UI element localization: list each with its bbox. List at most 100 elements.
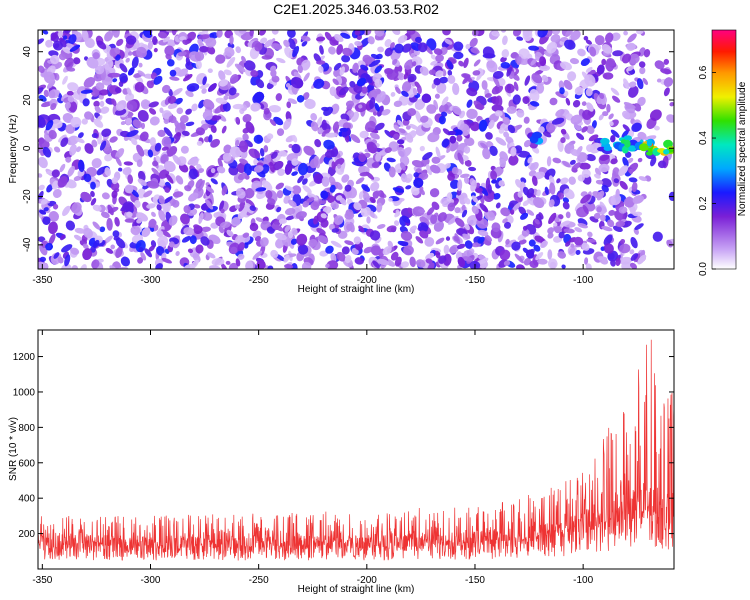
heatmap-cell [364, 120, 376, 133]
heatmap-cell [84, 111, 93, 120]
heatmap-cell [284, 208, 296, 216]
heatmap-cell [461, 204, 466, 211]
heatmap-cell [528, 239, 536, 247]
heatmap-cell [271, 224, 280, 231]
heatmap-cell [380, 192, 385, 199]
heatmap-cell [162, 36, 170, 43]
snr-frame [37, 329, 675, 570]
heatmap-cell [471, 205, 479, 215]
heatmap-cell [91, 158, 102, 169]
heatmap-cell [138, 62, 143, 68]
heatmap-cell [114, 87, 122, 94]
heatmap-cell [242, 232, 250, 238]
heatmap-cell [506, 66, 513, 77]
heatmap-cell [263, 154, 272, 165]
heatmap-cell [454, 207, 461, 214]
heatmap-cell [401, 90, 409, 97]
heatmap-cell [619, 243, 631, 254]
heatmap-cell [136, 144, 145, 157]
heatmap-cell [194, 51, 205, 62]
heatmap-cell [350, 134, 361, 144]
heatmap-cell [581, 169, 591, 178]
heatmap-cell [505, 239, 517, 248]
x-tick-label: -300 [140, 275, 160, 286]
heatmap-cell [287, 199, 297, 208]
heatmap-cell [463, 176, 470, 184]
heatmap-cell [563, 228, 575, 234]
heatmap-cell [599, 92, 605, 99]
y-tick-label: -40 [22, 237, 33, 252]
heatmap-cell [368, 59, 381, 68]
heatmap-cell [447, 173, 455, 181]
heatmap-cell [411, 61, 417, 67]
heatmap-cell [38, 156, 48, 169]
heatmap-cell [38, 173, 43, 178]
heatmap-cell [435, 70, 444, 78]
heatmap-cell [409, 225, 417, 233]
heatmap-cell [43, 71, 55, 84]
heatmap-cell [116, 38, 124, 47]
heatmap-cell [341, 174, 350, 183]
heatmap-cell [65, 220, 76, 231]
heatmap-cell [101, 128, 112, 137]
heatmap-cell [354, 30, 361, 36]
heatmap-cell [156, 245, 165, 256]
heatmap-cell [374, 30, 385, 37]
heatmap-cell [338, 86, 349, 96]
heatmap-cell [39, 209, 47, 215]
heatmap-cell [156, 230, 164, 238]
heatmap-cell [219, 79, 229, 87]
heatmap-cell [477, 236, 485, 244]
y-tick-label: 1200 [13, 352, 36, 363]
heatmap-cell [495, 95, 503, 108]
heatmap-cell [449, 244, 459, 254]
heatmap-cell [71, 202, 82, 214]
heatmap-cell [244, 188, 255, 199]
heatmap-cell [429, 164, 441, 174]
heatmap-cell [489, 145, 498, 156]
heatmap-cell [398, 128, 406, 134]
heatmap-cell [90, 181, 96, 190]
heatmap-cell [492, 75, 500, 88]
heatmap-cell [109, 136, 118, 143]
heatmap-cell [46, 80, 56, 89]
heatmap-cell [332, 78, 339, 86]
heatmap-cell [180, 213, 190, 225]
heatmap-cell [139, 131, 149, 142]
heatmap-cell [70, 116, 82, 128]
heatmap-cell [461, 209, 468, 218]
heatmap-cell [300, 59, 311, 71]
heatmap-cell [291, 227, 298, 236]
heatmap-cell [490, 170, 498, 181]
heatmap-cell [91, 259, 100, 269]
heatmap-cell [574, 236, 584, 246]
heatmap-cell [235, 117, 241, 125]
heatmap-cell [557, 140, 564, 152]
heatmap-cell [495, 137, 507, 146]
heatmap-cell [268, 104, 281, 113]
heatmap-cell [269, 161, 275, 173]
heatmap-cell [539, 56, 547, 67]
heatmap-cell [291, 143, 301, 154]
heatmap-cell [308, 239, 318, 248]
heatmap-cell [68, 34, 77, 45]
heatmap-cell [314, 139, 322, 148]
heatmap-cell [547, 232, 554, 239]
heatmap-cell [454, 217, 465, 228]
heatmap-cell [140, 251, 147, 261]
heatmap-cell [319, 200, 327, 205]
heatmap-cell [527, 156, 533, 164]
heatmap-cell [206, 45, 216, 55]
heatmap-cell [615, 220, 626, 228]
heatmap-cell [570, 114, 583, 125]
heatmap-cell [666, 114, 674, 123]
heatmap-cell [150, 72, 157, 80]
heatmap-cell [99, 140, 107, 151]
heatmap-cell [148, 101, 159, 108]
heatmap-cell [384, 39, 392, 48]
heatmap-cell [503, 260, 511, 266]
heatmap-cell [218, 70, 226, 81]
heatmap-cell [217, 158, 223, 169]
heatmap-cell [46, 184, 53, 193]
heatmap-cell [400, 173, 408, 183]
